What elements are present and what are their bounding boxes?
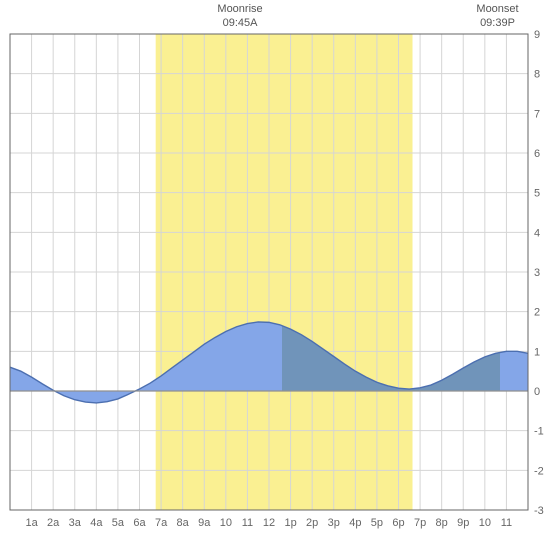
svg-text:3p: 3p <box>328 517 340 529</box>
svg-text:2p: 2p <box>306 517 318 529</box>
svg-text:6: 6 <box>534 148 540 160</box>
svg-text:7: 7 <box>534 108 540 120</box>
svg-text:10: 10 <box>220 517 232 529</box>
svg-text:-3: -3 <box>534 505 544 517</box>
svg-text:3: 3 <box>534 267 540 279</box>
svg-text:8p: 8p <box>436 517 448 529</box>
svg-text:1: 1 <box>534 346 540 358</box>
svg-text:9p: 9p <box>457 517 469 529</box>
svg-text:5: 5 <box>534 188 540 200</box>
svg-text:6p: 6p <box>392 517 404 529</box>
svg-text:-1: -1 <box>534 426 544 438</box>
tide-chart: Moonrise 09:45A Moonset 09:39P 1a2a3a4a5… <box>0 0 550 550</box>
moonrise-time: 09:45A <box>223 17 258 29</box>
svg-text:11: 11 <box>501 517 512 529</box>
svg-text:8: 8 <box>534 69 540 81</box>
svg-text:6a: 6a <box>133 517 146 529</box>
moonrise-title: Moonrise <box>217 3 262 15</box>
svg-text:5a: 5a <box>112 517 125 529</box>
svg-text:-2: -2 <box>534 465 544 477</box>
svg-text:9: 9 <box>534 29 540 41</box>
svg-text:9a: 9a <box>198 517 211 529</box>
moonset-title: Moonset <box>476 3 518 15</box>
svg-text:12: 12 <box>263 517 275 529</box>
svg-text:3a: 3a <box>69 517 82 529</box>
moonset-label: Moonset 09:39P <box>476 2 518 31</box>
svg-text:1a: 1a <box>25 517 38 529</box>
moonrise-label: Moonrise 09:45A <box>217 2 262 31</box>
svg-text:5p: 5p <box>371 517 383 529</box>
chart-svg: 1a2a3a4a5a6a7a8a9a1011121p2p3p4p5p6p7p8p… <box>0 0 550 550</box>
svg-text:1p: 1p <box>284 517 296 529</box>
svg-text:2: 2 <box>534 307 540 319</box>
svg-text:2a: 2a <box>47 517 60 529</box>
svg-text:7a: 7a <box>155 517 168 529</box>
svg-text:8a: 8a <box>177 517 190 529</box>
svg-text:4: 4 <box>534 227 540 239</box>
svg-text:4p: 4p <box>349 517 361 529</box>
moonset-time: 09:39P <box>480 17 515 29</box>
svg-text:0: 0 <box>534 386 540 398</box>
svg-text:7p: 7p <box>414 517 426 529</box>
svg-text:4a: 4a <box>90 517 103 529</box>
svg-text:10: 10 <box>479 517 491 529</box>
svg-text:11: 11 <box>242 517 253 529</box>
